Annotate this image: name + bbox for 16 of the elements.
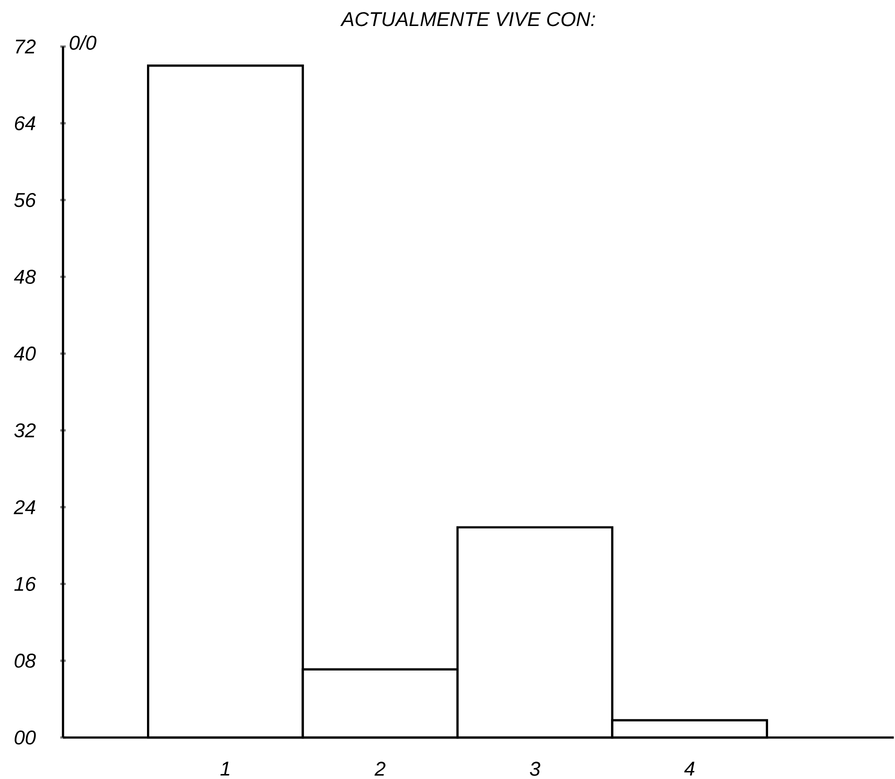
y-tick-label: 16 — [14, 576, 36, 591]
x-tick-label: 4 — [684, 762, 694, 776]
x-tick-label: 1 — [220, 762, 230, 776]
x-tick-label: 2 — [374, 762, 386, 776]
x-tick-label: 3 — [530, 762, 540, 776]
y-axis-title: 0/0 — [70, 35, 96, 50]
y-tick-label: 48 — [14, 270, 36, 284]
y-tick-label: 64 — [14, 116, 36, 130]
y-tick-label: 24 — [14, 500, 36, 514]
y-tick-label: 72 — [16, 39, 36, 54]
y-tick-label: 40 — [14, 346, 36, 361]
y-tick-label: 56 — [14, 192, 36, 207]
chart-title: ACTUALMENTE VIVE CON: — [340, 12, 596, 26]
y-tick-label: 00 — [14, 730, 36, 744]
y-tick-label: 32 — [14, 423, 36, 438]
y-tick-label: 08 — [14, 654, 36, 668]
